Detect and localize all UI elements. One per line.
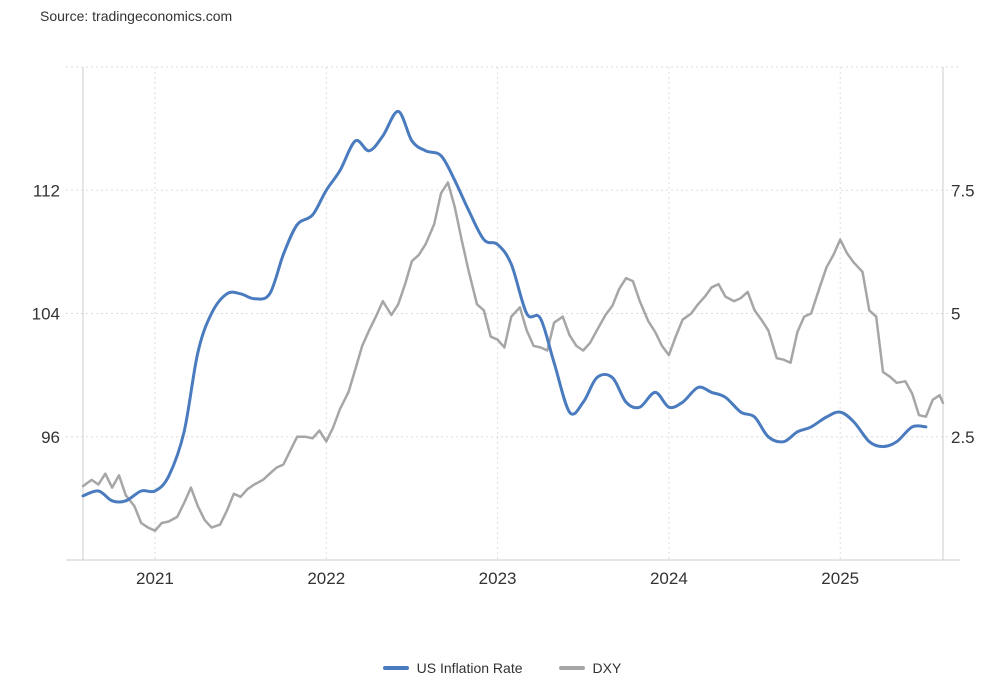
- legend-swatch-dxy: [558, 666, 585, 670]
- legend: US Inflation Rate DXY: [0, 660, 1004, 676]
- y-left-tick-label: 112: [33, 181, 60, 200]
- x-tick-label: 2021: [136, 569, 174, 588]
- y-left-tick-label: 96: [41, 428, 60, 447]
- y-right-tick-label: 5: [951, 305, 960, 324]
- chart-source: Source: tradingeconomics.com: [40, 8, 233, 24]
- legend-swatch-us-inflation-rate: [382, 666, 409, 670]
- y-right-tick-label: 2.5: [951, 428, 975, 447]
- x-tick-label: 2024: [650, 569, 688, 588]
- series-line-dxy: [81, 181, 945, 532]
- legend-label-dxy: DXY: [592, 660, 622, 676]
- series-line-us-inflation-rate: [81, 109, 928, 504]
- y-left-tick-label: 104: [32, 305, 60, 324]
- legend-item-us-inflation-rate[interactable]: US Inflation Rate: [382, 660, 523, 676]
- series-group: [81, 109, 945, 532]
- x-tick-label: 2022: [307, 569, 345, 588]
- plot-frame: [66, 67, 960, 561]
- line-chart: 96 104 112 2.5 5 7.5 2021 2022 2023 2024 2025: [32, 66, 975, 588]
- x-tick-label: 2025: [821, 569, 859, 588]
- x-tick-label: 2023: [479, 569, 517, 588]
- legend-item-dxy[interactable]: DXY: [558, 660, 622, 676]
- tick-labels: 96 104 112 2.5 5 7.5 2021 2022 2023 2024 2025: [32, 181, 975, 588]
- legend-label-us-inflation-rate: US Inflation Rate: [416, 660, 523, 676]
- y-right-tick-label: 7.5: [951, 181, 975, 200]
